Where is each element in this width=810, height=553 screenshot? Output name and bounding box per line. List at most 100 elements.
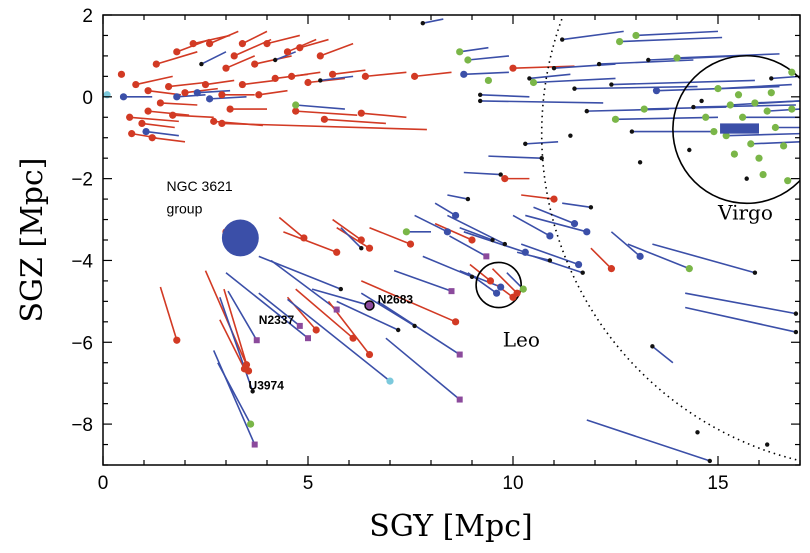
velocity-line: [160, 102, 198, 106]
y-tick-label: −8: [71, 415, 93, 436]
galaxy-point: [722, 132, 730, 140]
velocity-line: [148, 110, 190, 117]
velocity-line: [197, 89, 231, 94]
galaxy-point: [411, 72, 419, 80]
galaxy-label-n2337: N2337: [259, 313, 295, 327]
galaxy-point: [396, 327, 401, 333]
galaxy-point: [767, 89, 775, 97]
galaxy-point: [629, 129, 635, 134]
velocity-line: [242, 79, 276, 86]
y-tick-label: 2: [82, 6, 93, 27]
velocity-line: [635, 30, 719, 37]
velocity-line: [693, 104, 796, 108]
galaxy-point: [572, 86, 577, 91]
velocity-line: [529, 73, 571, 80]
velocity-line: [615, 116, 719, 121]
galaxy-point: [765, 442, 770, 447]
zero-velocity-boundary: [541, 15, 800, 462]
galaxy-point: [349, 334, 357, 342]
galaxy-point: [691, 104, 696, 110]
galaxy-point: [616, 37, 624, 46]
galaxy-point: [165, 82, 173, 91]
velocity-line: [225, 55, 256, 69]
galaxy-point: [780, 142, 788, 150]
galaxy-point: [206, 40, 214, 48]
velocity-line: [159, 286, 178, 341]
velocity-line: [209, 96, 247, 100]
velocity-line: [172, 114, 214, 119]
galaxy-point: [132, 80, 140, 89]
velocity-line: [184, 87, 218, 94]
galaxy-point: [478, 98, 483, 104]
galaxy-point: [460, 70, 468, 78]
galaxy-point: [490, 237, 495, 243]
velocity-line: [488, 155, 542, 159]
galaxy-point: [726, 101, 734, 109]
velocity-line: [205, 79, 235, 86]
galaxy-point: [138, 119, 146, 128]
virgo-label: Virgo: [717, 201, 773, 225]
velocity-line: [360, 280, 456, 323]
galaxy-point: [406, 240, 415, 248]
velocity-line: [332, 69, 366, 76]
galaxy-point: [230, 52, 238, 60]
galaxy-point: [652, 87, 661, 95]
galaxy-point: [443, 228, 451, 236]
galaxy-point: [609, 82, 614, 87]
velocity-line: [685, 306, 797, 333]
galaxy-point: [469, 274, 475, 280]
velocity-line: [361, 112, 407, 119]
velocity-line: [212, 350, 256, 445]
velocity-lines: [123, 18, 800, 462]
galaxy-point: [755, 154, 763, 162]
galaxy-point: [318, 78, 323, 83]
galaxy-point: [570, 220, 579, 228]
galaxy-point: [793, 329, 799, 335]
galaxy-point: [539, 155, 544, 161]
galaxy-point: [144, 87, 152, 95]
galaxy-point: [126, 113, 134, 121]
galaxy-point: [547, 258, 553, 263]
velocity-line: [521, 194, 555, 200]
galaxy-point: [222, 64, 230, 72]
galaxy-point: [210, 117, 218, 125]
velocity-line: [463, 171, 501, 176]
galaxy-point: [456, 48, 464, 56]
galaxy-point: [751, 99, 759, 107]
galaxy-label-u3974: U3974: [249, 378, 285, 392]
galaxy-point: [361, 72, 369, 80]
galaxy-point: [206, 95, 214, 103]
velocity-line: [204, 270, 248, 366]
galaxy-point: [568, 133, 573, 138]
axis-ticks: [102, 14, 801, 466]
velocity-line: [295, 288, 354, 339]
velocity-line: [459, 226, 493, 241]
velocity-line: [278, 216, 305, 239]
galaxy-point: [333, 306, 340, 313]
y-tick-label: 0: [82, 88, 93, 109]
velocity-line: [283, 231, 337, 254]
velocity-line: [434, 202, 457, 217]
galaxy-point: [452, 211, 460, 220]
galaxy-point: [509, 64, 517, 72]
galaxy-point: [255, 91, 263, 99]
velocity-line: [129, 116, 179, 123]
galaxy-point: [316, 52, 324, 60]
velocity-line: [221, 122, 427, 131]
velocity-line: [512, 214, 551, 237]
velocity-line: [754, 100, 800, 104]
galaxy-point: [357, 109, 365, 117]
plot-area: [103, 15, 800, 464]
galaxy-point: [173, 48, 181, 56]
galaxy-point: [296, 322, 303, 329]
galaxy-point: [250, 389, 255, 394]
galaxy-point: [386, 377, 394, 385]
galaxy-point: [253, 337, 260, 344]
velocity-line: [525, 214, 588, 233]
galaxy-point: [497, 283, 505, 291]
galaxy-point: [452, 318, 460, 326]
galaxy-point: [320, 115, 328, 123]
galaxy-point: [271, 74, 279, 83]
galaxy-point: [583, 228, 591, 236]
